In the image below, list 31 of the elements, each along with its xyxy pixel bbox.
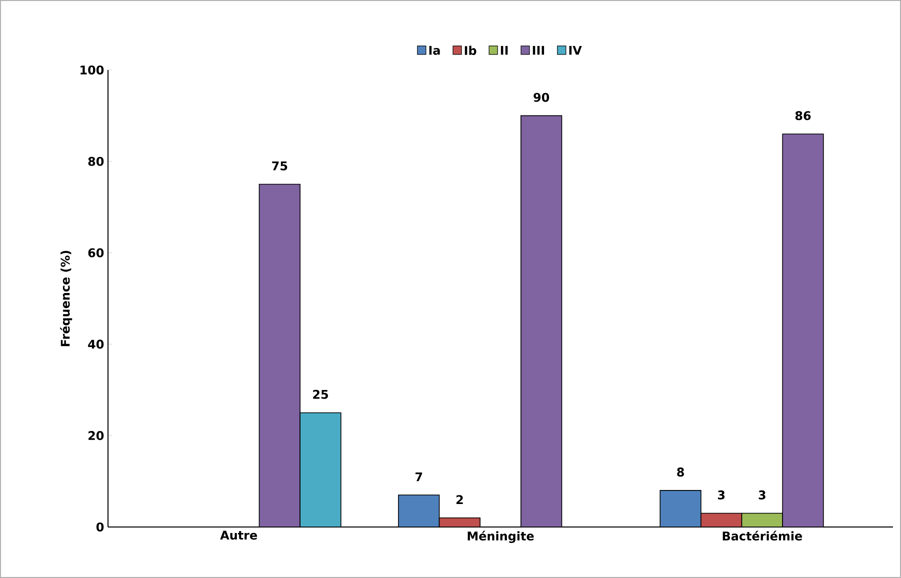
data-label: 25	[313, 390, 328, 399]
data-label: 90	[534, 92, 550, 102]
data-label: 7	[416, 472, 422, 482]
y-tick-label: 0	[96, 522, 104, 532]
data-label: 3	[758, 490, 766, 500]
legend-label: IV	[569, 46, 582, 55]
x-tick-label: Bactériémie	[722, 530, 802, 541]
y-tick-label: 80	[88, 156, 104, 166]
legend-label: III	[532, 46, 544, 55]
y-tick-label: 60	[88, 248, 104, 258]
bar	[398, 494, 440, 527]
legend-label: II	[500, 46, 508, 55]
y-tick-label: 20	[88, 431, 104, 440]
data-label: 8	[677, 468, 684, 477]
data-label: 86	[795, 111, 811, 120]
x-tick-label: Autre	[220, 530, 258, 540]
x-tick-label: Méningite	[468, 530, 534, 543]
bar	[258, 184, 300, 527]
y-tick-label: 40	[88, 340, 104, 349]
legend-label: Ib	[464, 46, 476, 56]
bar	[700, 512, 742, 527]
data-label: 75	[272, 162, 288, 170]
data-label: 3	[718, 490, 725, 500]
y-tick-label: 100	[80, 65, 104, 75]
bar	[660, 490, 702, 527]
y-axis-title: Fréquence (%)	[60, 250, 72, 346]
legend-label: Ia	[429, 46, 440, 55]
data-label: 2	[456, 495, 463, 504]
bar	[439, 518, 480, 527]
bar	[520, 115, 562, 527]
bar	[782, 134, 824, 527]
